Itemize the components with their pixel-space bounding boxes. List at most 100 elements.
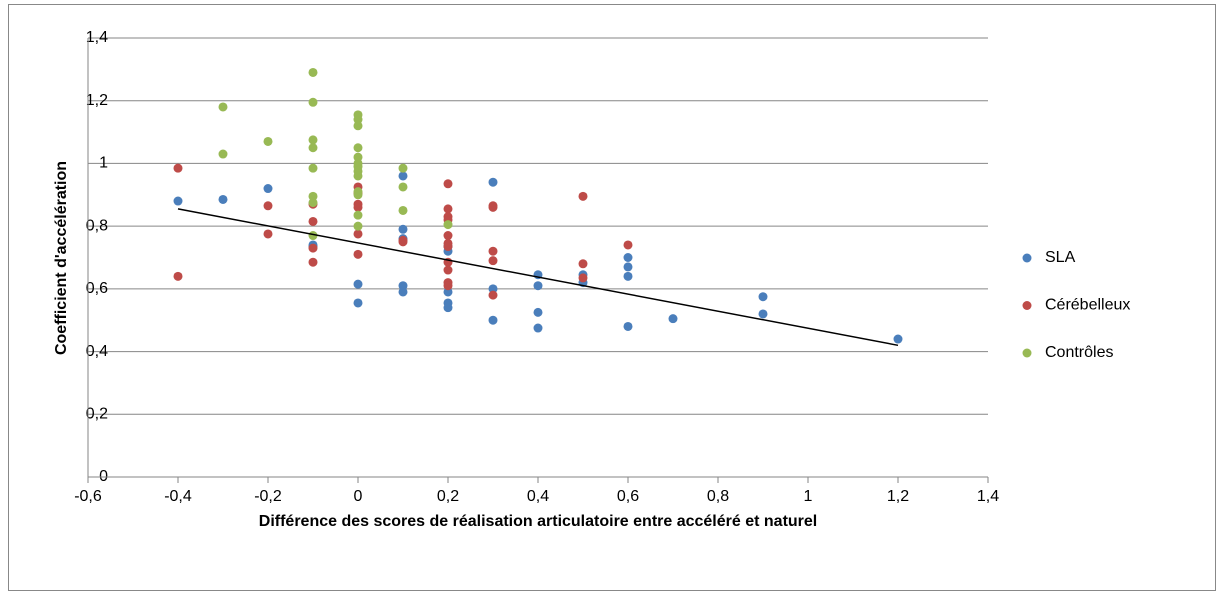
point <box>353 202 363 212</box>
legend-marker <box>1022 253 1032 263</box>
point <box>398 287 408 297</box>
point <box>218 102 228 112</box>
point <box>353 143 363 153</box>
legend-marker <box>1022 348 1032 358</box>
point <box>443 220 453 230</box>
y-tick-label: 1,4 <box>86 29 108 46</box>
point <box>758 309 768 319</box>
point <box>308 191 318 201</box>
point <box>263 229 273 239</box>
point <box>578 259 588 269</box>
point <box>398 224 408 234</box>
point <box>398 182 408 192</box>
x-tick-label: -0,2 <box>254 488 282 505</box>
point <box>398 205 408 215</box>
point <box>443 204 453 214</box>
x-tick-label: 1,4 <box>977 488 999 505</box>
point <box>443 179 453 189</box>
point <box>623 271 633 281</box>
point <box>623 321 633 331</box>
point <box>488 202 498 212</box>
point <box>488 256 498 266</box>
point <box>173 271 183 281</box>
x-tick-label: -0,6 <box>74 488 102 505</box>
point <box>308 163 318 173</box>
y-tick-label: 0,6 <box>86 280 108 297</box>
point <box>263 136 273 146</box>
point <box>623 262 633 272</box>
point <box>263 201 273 211</box>
point <box>443 281 453 291</box>
point <box>353 115 363 125</box>
point <box>533 281 543 291</box>
legend-label: Cérébelleux <box>1045 297 1130 314</box>
point <box>398 237 408 247</box>
point <box>308 257 318 267</box>
point <box>308 143 318 153</box>
point <box>623 240 633 250</box>
trendline <box>177 208 899 347</box>
x-tick-label: -0,4 <box>164 488 192 505</box>
point <box>443 231 453 241</box>
point <box>398 163 408 173</box>
point <box>308 243 318 253</box>
point <box>578 273 588 283</box>
point <box>353 121 363 131</box>
point <box>353 279 363 289</box>
x-axis-title: Différence des scores de réalisation art… <box>259 513 817 530</box>
point <box>443 265 453 275</box>
point <box>353 171 363 181</box>
point <box>488 177 498 187</box>
point <box>353 298 363 308</box>
y-tick-label: 0,8 <box>86 217 108 234</box>
point <box>173 196 183 206</box>
y-tick-label: 0,2 <box>86 406 108 423</box>
x-tick-label: 0 <box>354 488 363 505</box>
point <box>353 229 363 239</box>
x-tick-label: 0,4 <box>527 488 549 505</box>
y-axis-title: Coefficient d'accélération <box>53 161 70 355</box>
point <box>308 198 318 208</box>
point <box>353 221 363 231</box>
point <box>443 287 453 297</box>
point <box>308 135 318 145</box>
point <box>758 292 768 302</box>
point <box>353 210 363 220</box>
point <box>488 290 498 300</box>
point <box>488 315 498 325</box>
point <box>308 97 318 107</box>
point <box>398 171 408 181</box>
point <box>173 163 183 173</box>
point <box>533 307 543 317</box>
point <box>308 67 318 77</box>
y-tick-label: 1,2 <box>86 92 108 109</box>
x-tick-label: 1 <box>804 488 813 505</box>
x-tick-label: 0,2 <box>437 488 459 505</box>
point <box>398 281 408 291</box>
point <box>623 253 633 262</box>
y-tick-label: 0,4 <box>86 343 108 360</box>
point <box>218 194 228 204</box>
point <box>353 249 363 259</box>
legend-marker <box>1022 301 1032 310</box>
point <box>488 246 498 256</box>
point <box>443 303 453 313</box>
x-tick-label: 0,6 <box>617 488 639 505</box>
point <box>893 334 903 344</box>
point <box>488 284 498 294</box>
legend-label: Contrôles <box>1045 344 1113 361</box>
point <box>578 191 588 201</box>
point <box>353 152 363 162</box>
point <box>533 323 543 333</box>
point <box>443 242 453 252</box>
point <box>218 149 228 159</box>
x-tick-label: 1,2 <box>887 488 909 505</box>
point <box>353 190 363 200</box>
point <box>308 216 318 226</box>
x-tick-label: 0,8 <box>707 488 729 505</box>
y-tick-label: 1 <box>99 155 108 172</box>
legend-label: SLA <box>1045 249 1076 266</box>
point <box>263 184 273 194</box>
